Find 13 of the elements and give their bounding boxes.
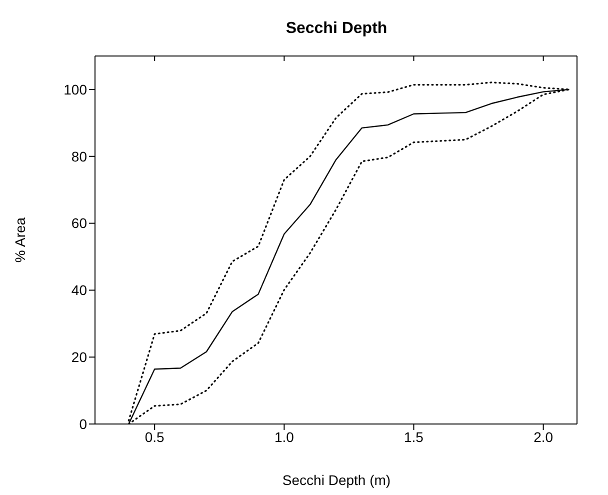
y-tick-label: 60 [71,215,88,232]
x-tick-label: 1.0 [274,428,294,445]
x-axis-title: Secchi Depth (m) [281,472,392,488]
x-tick-label: 1.5 [404,428,424,445]
y-tick-label: 40 [71,282,88,298]
x-tick-label: 0.5 [144,428,165,445]
y-tick-label: 0 [79,416,88,432]
y-axis-title: % Area [12,217,28,263]
y-tick-label: 100 [64,81,88,98]
x-tick-label: 2.0 [534,428,554,445]
y-tick-label: 20 [71,349,88,366]
chart-title: Secchi Depth [284,20,388,38]
y-tick-label: 80 [71,148,88,164]
